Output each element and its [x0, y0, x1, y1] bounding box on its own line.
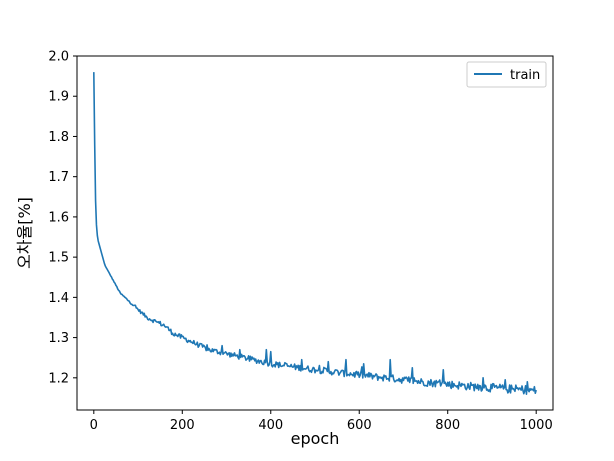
y-tick-label: 1.9 — [48, 90, 69, 105]
y-tick-label: 1.4 — [48, 291, 69, 306]
series-line-train — [93, 72, 537, 396]
axes-frame — [76, 55, 554, 411]
y-tick-label: 1.3 — [48, 331, 69, 346]
x-tick-label: 800 — [435, 418, 460, 433]
series-layer — [93, 72, 537, 396]
x-tick-label: 400 — [258, 418, 283, 433]
y-tick-label: 1.7 — [48, 170, 69, 185]
y-tick-label: 1.6 — [48, 210, 69, 225]
y-axis-label: 오차율[%] — [15, 197, 34, 269]
x-axis-ticks: 0 200 400 600 800 1000 — [90, 410, 553, 433]
x-tick-label: 1000 — [520, 418, 553, 433]
y-tick-label: 1.2 — [48, 371, 69, 386]
x-axis-label: epoch — [291, 429, 340, 448]
legend-box — [466, 61, 547, 88]
y-axis-ticks: 1.2 1.3 1.4 1.5 1.6 1.7 1.8 1.9 2.0 — [48, 50, 77, 386]
x-tick-label: 200 — [170, 418, 195, 433]
x-tick-label: 600 — [347, 418, 372, 433]
legend-label-train: train — [510, 68, 540, 83]
legend: train — [466, 61, 547, 88]
y-tick-label: 1.8 — [48, 130, 69, 145]
y-tick-label: 1.5 — [48, 251, 69, 266]
x-tick-label: 0 — [90, 418, 98, 433]
y-tick-label: 2.0 — [48, 50, 69, 65]
